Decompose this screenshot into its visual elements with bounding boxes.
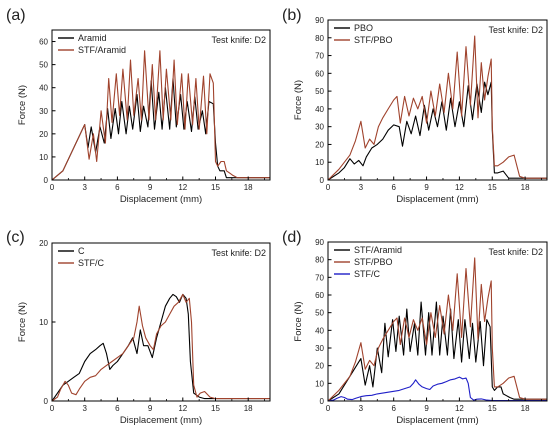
series-line-stf-aramid [51,50,270,181]
x-tick-label: 15 [211,404,220,413]
panel-label: (d) [282,229,302,246]
legend-entry: PBO [354,23,373,33]
x-axis-label: Displacement (mm) [120,194,202,205]
y-tick-label: 60 [39,38,48,47]
y-tick-label: 20 [39,239,48,248]
x-tick-label: 6 [391,404,396,413]
x-tick-label: 9 [424,404,429,413]
y-tick-label: 60 [315,291,324,300]
y-tick-label: 10 [315,158,324,167]
y-tick-label: 90 [315,16,324,25]
series-line-c [51,293,270,402]
plot-frame [327,19,548,181]
x-tick-label: 12 [178,404,187,413]
series-line-stf-aramid [327,301,547,402]
y-tick-label: 20 [39,130,48,139]
panel-label: (b) [282,7,302,24]
y-tick-label: 50 [39,61,48,70]
y-tick-label: 20 [315,362,324,371]
x-tick-label: 3 [359,183,364,192]
legend-entry: STF/C [78,258,104,268]
legend-entry: STF/PBO [354,35,393,45]
x-tick-label: 15 [488,404,497,413]
legend-entry: C [78,246,85,256]
y-tick-label: 40 [39,84,48,93]
x-axis-label: Displacement (mm) [120,415,202,426]
y-tick-label: 10 [315,379,324,388]
legend-entry: STF/Aramid [354,245,402,255]
y-tick-label: 80 [315,256,324,265]
legend-entry: STF/C [354,269,380,279]
y-tick-label: 0 [44,397,49,406]
y-tick-label: 70 [315,52,324,61]
x-tick-label: 18 [244,183,253,192]
y-tick-label: 90 [315,238,324,247]
x-axis-label: Displacement (mm) [396,194,478,205]
x-tick-label: 3 [82,404,87,413]
series-line-stf-pbo [327,35,547,181]
y-tick-label: 10 [39,318,48,327]
test-knife-annotation: Test knife: D2 [488,247,543,257]
y-tick-label: 50 [315,309,324,318]
y-tick-label: 80 [315,34,324,43]
x-tick-label: 12 [178,183,187,192]
y-tick-label: 40 [315,105,324,114]
legend-entry: STF/PBO [354,257,393,267]
legend-entry: STF/Aramid [78,45,126,55]
x-tick-label: 6 [115,183,120,192]
x-tick-label: 18 [521,404,530,413]
x-tick-label: 3 [82,183,87,192]
panel-1: (b) 0 3 6 9 12 15 18 0 10 20 30 40 50 60 70 80 90 Displace… [282,7,548,205]
x-tick-label: 6 [115,404,120,413]
test-knife-annotation: Test knife: D2 [211,248,266,258]
series-line-stf-pbo [327,257,547,402]
y-tick-label: 60 [315,69,324,78]
panel-3: (d) 0 3 6 9 12 15 18 0 10 20 30 40 50 60 70 80 90 Displace… [282,229,548,426]
y-axis-label: Force (N) [17,302,28,342]
plot-frame [51,29,271,181]
x-tick-label: 0 [50,404,55,413]
x-axis-label: Displacement (mm) [396,415,478,426]
y-tick-label: 40 [315,326,324,335]
series-line-stf-c [51,293,270,402]
y-axis-label: Force (N) [293,301,304,341]
test-knife-annotation: Test knife: D2 [488,25,543,35]
series-line-stf-c [327,376,547,402]
y-tick-label: 30 [39,107,48,116]
x-tick-label: 3 [359,404,364,413]
y-axis-label: Force (N) [17,85,28,125]
panel-label: (a) [6,7,26,24]
x-tick-label: 0 [326,404,331,413]
x-tick-label: 18 [244,404,253,413]
series-line-aramid [51,77,270,181]
y-tick-label: 10 [39,153,48,162]
plot-frame [327,241,548,402]
y-tick-label: 20 [315,140,324,149]
x-tick-label: 15 [488,183,497,192]
x-tick-label: 9 [424,183,429,192]
test-knife-annotation: Test knife: D2 [211,35,266,45]
y-tick-label: 30 [315,344,324,353]
legend-entry: Aramid [78,33,107,43]
x-tick-label: 9 [148,183,153,192]
x-tick-label: 12 [455,404,464,413]
y-tick-label: 50 [315,87,324,96]
y-tick-label: 0 [44,176,49,185]
x-tick-label: 18 [521,183,530,192]
x-tick-label: 15 [211,183,220,192]
x-tick-label: 6 [391,183,396,192]
panel-0: (a) 0 3 6 9 12 15 18 0 10 20 30 40 50 60 Displacement (… [6,7,271,205]
y-tick-label: 70 [315,273,324,282]
x-tick-label: 12 [455,183,464,192]
x-tick-label: 0 [50,183,55,192]
x-tick-label: 9 [148,404,153,413]
x-tick-label: 0 [326,183,331,192]
panel-label: (c) [6,229,25,246]
y-tick-label: 30 [315,123,324,132]
y-tick-label: 0 [320,176,325,185]
y-tick-label: 0 [320,397,325,406]
panel-2: (c) 0 3 6 9 12 15 18 0 10 20 Displacement (mm) Force… [6,229,271,426]
y-axis-label: Force (N) [293,80,304,120]
